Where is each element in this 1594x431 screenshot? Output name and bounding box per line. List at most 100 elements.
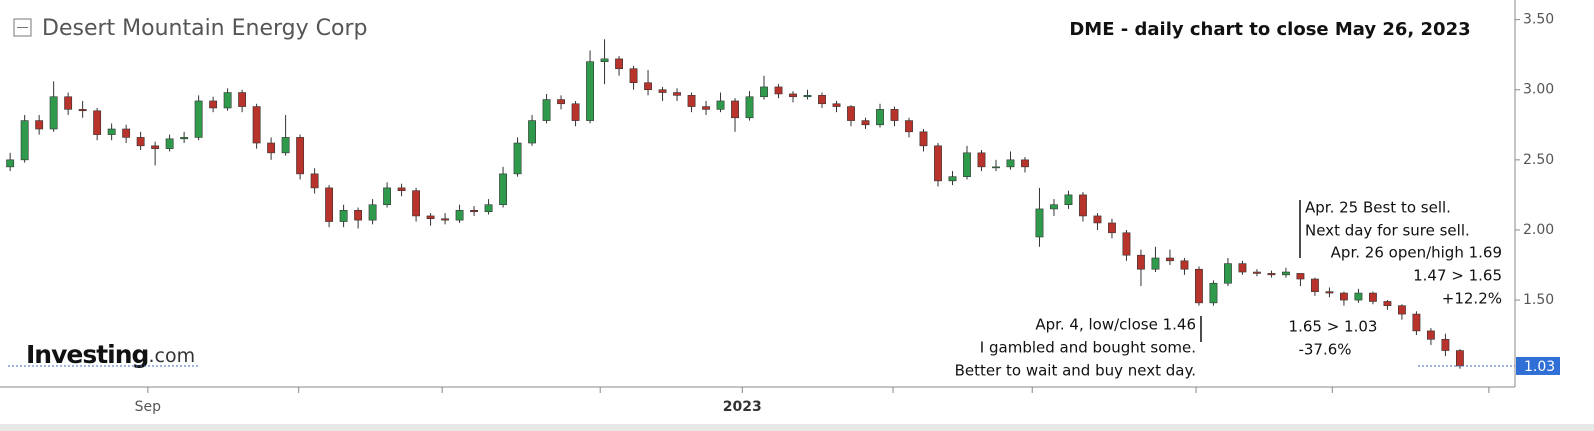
- candle-body: [194, 100, 203, 138]
- annotation: Apr. 26 open/high 1.69: [1331, 244, 1502, 262]
- candle-body: [1238, 263, 1247, 273]
- bottom-strip: [0, 424, 1594, 431]
- annotation: +12.2%: [1442, 290, 1502, 308]
- candle-body: [296, 137, 305, 175]
- candle-body: [977, 152, 986, 168]
- candle-body: [64, 96, 73, 110]
- candle-body: [180, 137, 189, 140]
- chart-subtitle: DME - daily chart to close May 26, 2023: [1069, 19, 1470, 40]
- candle-body: [209, 100, 218, 109]
- candle-body: [963, 152, 971, 177]
- candle-body: [310, 173, 319, 189]
- candle-body: [803, 95, 812, 98]
- candle-body: [818, 95, 826, 105]
- candle-body: [745, 96, 754, 119]
- candle-body: [716, 100, 725, 110]
- candle-body: [832, 103, 841, 107]
- candle-body: [20, 120, 29, 161]
- y-tick-label: 3.00: [1523, 82, 1554, 98]
- candle-body: [267, 142, 276, 154]
- candle-body: [252, 106, 261, 144]
- candle-body: [165, 138, 174, 149]
- candle-body: [1426, 330, 1435, 340]
- candle-body: [1325, 291, 1334, 294]
- candle-body: [1368, 292, 1377, 302]
- candle-body: [600, 58, 609, 62]
- candle-body: [774, 86, 783, 95]
- candle-body: [49, 96, 58, 130]
- annotation: 1.47 > 1.65: [1413, 267, 1502, 285]
- candle-body: [1195, 268, 1203, 304]
- candle-body: [484, 204, 493, 213]
- candle-body: [470, 210, 478, 213]
- candle-body: [1035, 208, 1044, 238]
- candle-body: [702, 106, 710, 110]
- candle-body: [1093, 215, 1102, 224]
- candle-body: [586, 61, 594, 121]
- annotation: -37.6%: [1298, 341, 1351, 359]
- candle-body: [557, 99, 565, 105]
- candle-body: [1050, 204, 1058, 210]
- candle-body: [673, 92, 681, 96]
- annotation: Better to wait and buy next day.: [955, 362, 1196, 380]
- annotation: Apr. 4, low/close 1.46: [1035, 316, 1196, 334]
- candle-body: [383, 187, 392, 206]
- candle-body: [1412, 313, 1421, 332]
- candle-body: [107, 128, 116, 135]
- candle-body: [861, 120, 870, 126]
- candle-body: [629, 68, 638, 84]
- y-tick-label: 3.50: [1523, 12, 1554, 28]
- candle-body: [992, 166, 1000, 169]
- candle-body: [615, 58, 623, 70]
- candle-body: [644, 82, 652, 91]
- x-tick-label: 2023: [723, 399, 762, 415]
- candle-body: [397, 187, 406, 191]
- candle-body: [354, 210, 363, 221]
- y-tick-label: 1.50: [1523, 292, 1554, 308]
- candle-body: [1151, 257, 1160, 270]
- candle-body: [1282, 271, 1290, 276]
- candle-body: [1354, 292, 1363, 301]
- annotation: Next day for sure sell.: [1305, 222, 1470, 240]
- candle-body: [339, 210, 348, 222]
- candle-body: [1296, 273, 1305, 280]
- candle-body: [876, 109, 884, 126]
- candle-body: [571, 103, 580, 121]
- candle-body: [1137, 254, 1145, 270]
- candle-body: [1166, 257, 1174, 262]
- candle-body: [223, 92, 232, 109]
- candle-body: [78, 109, 87, 112]
- candle-body: [1079, 194, 1087, 217]
- annotation: 1.65 > 1.03: [1289, 318, 1378, 336]
- candle-body: [1209, 282, 1218, 304]
- candle-body: [1064, 194, 1073, 206]
- chart-title: Desert Mountain Energy Corp: [42, 16, 367, 41]
- y-tick-label: 2.50: [1523, 152, 1554, 168]
- candle-body: [1253, 271, 1261, 274]
- candle-body: [731, 100, 739, 119]
- candle-body: [1021, 159, 1029, 168]
- last-value-box: [1516, 356, 1560, 375]
- annotation: I gambled and bought some.: [980, 339, 1196, 357]
- candle-body: [542, 99, 551, 121]
- candle-body: [426, 215, 435, 220]
- candle-body: [1383, 301, 1392, 306]
- annotation: Apr. 25 Best to sell.: [1305, 199, 1451, 217]
- candle-body: [934, 145, 942, 182]
- candle-body: [1006, 159, 1015, 168]
- candle-body: [1311, 278, 1319, 292]
- candle-body: [93, 110, 102, 135]
- candle-body: [919, 131, 928, 147]
- logo-name: Investing: [26, 340, 148, 369]
- candle-body: [847, 106, 855, 121]
- logo-suffix: .com: [148, 345, 195, 367]
- candle-body: [658, 89, 667, 93]
- candle-body: [368, 204, 377, 221]
- collapse-icon[interactable]: [13, 18, 32, 37]
- candle-body: [1397, 305, 1406, 315]
- candle-body: [528, 120, 536, 144]
- candle-body: [325, 187, 334, 222]
- candle-body: [441, 218, 450, 221]
- candle-body: [905, 120, 913, 133]
